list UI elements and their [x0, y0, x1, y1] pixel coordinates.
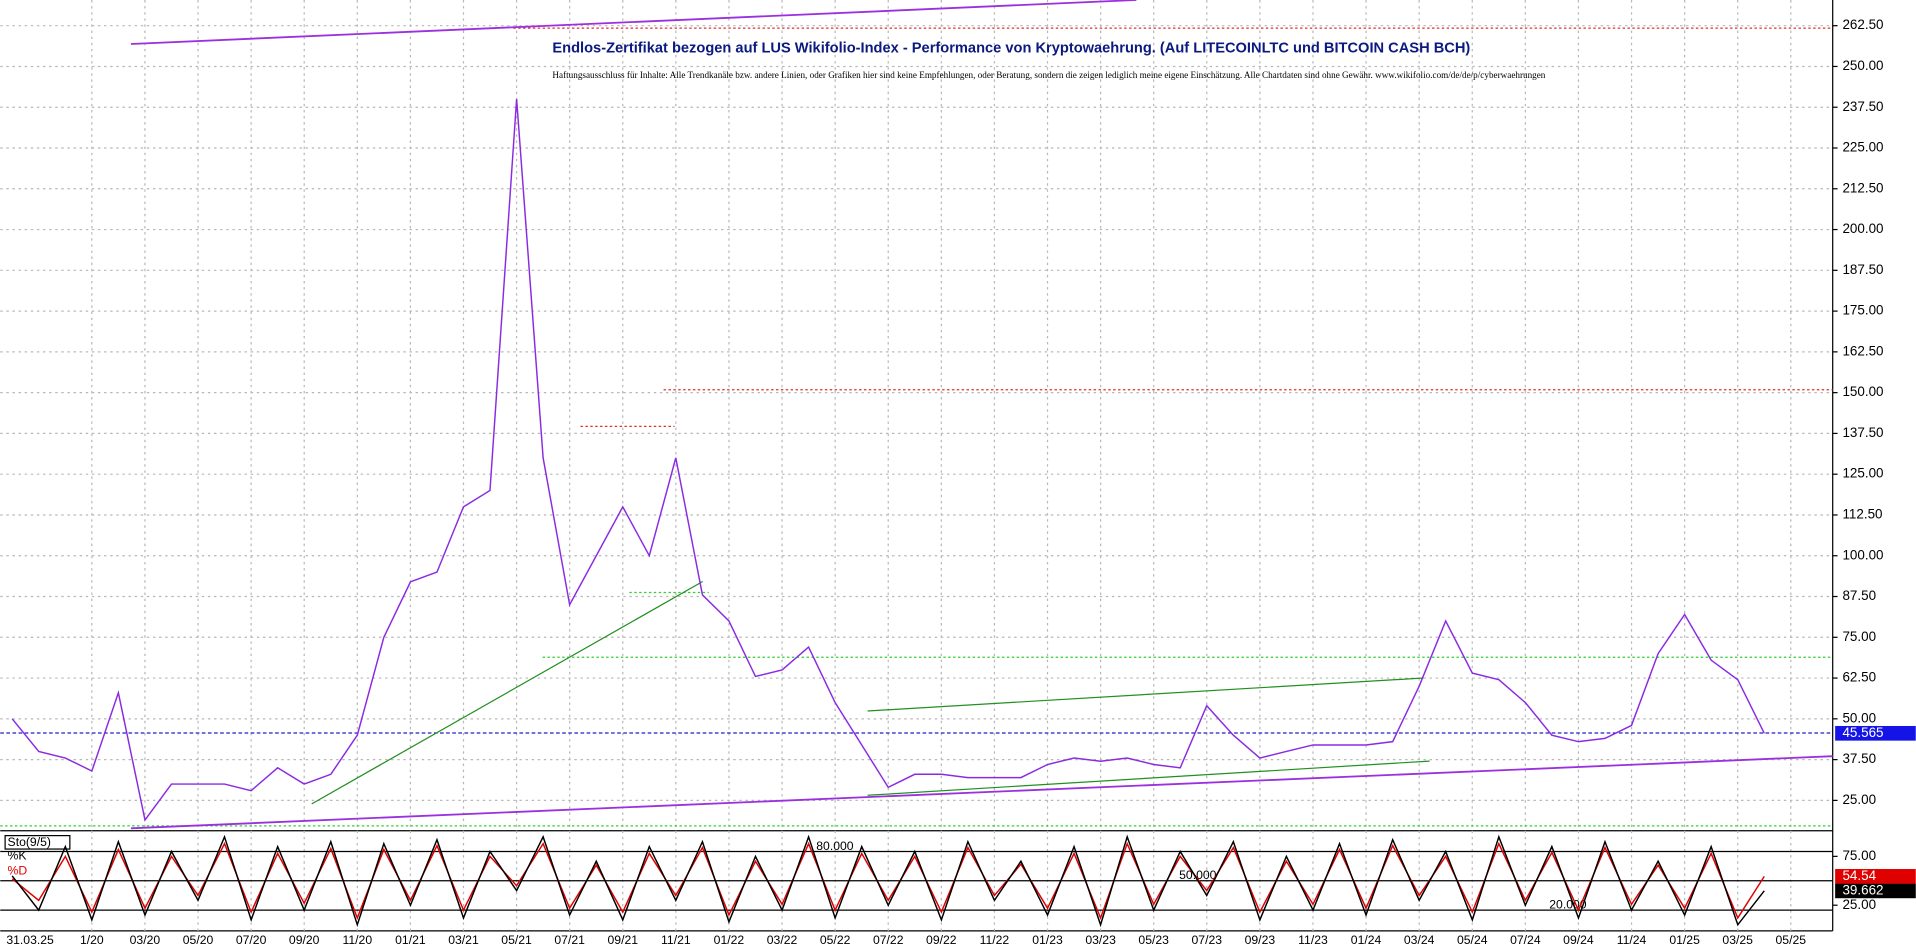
level-label: 50.000 — [1179, 868, 1217, 882]
last-value-label: 54.54 — [1842, 868, 1876, 883]
trend-line — [867, 760, 1430, 796]
x-tick-label: 01/25 — [1669, 933, 1700, 947]
last-value-box — [1835, 883, 1916, 899]
y-tick-label: 25.00 — [1842, 792, 1876, 807]
x-tick-label: 03/24 — [1404, 933, 1435, 947]
legend-label: %D — [8, 863, 28, 877]
x-tick-label: 09/20 — [289, 933, 320, 947]
last-value-label: 39.662 — [1842, 882, 1883, 897]
x-tick-label: 01/23 — [1032, 933, 1063, 947]
y-tick-label: 162.50 — [1842, 343, 1883, 358]
y-tick-label: 100.00 — [1842, 547, 1883, 562]
x-tick-label: 11/23 — [1298, 933, 1328, 947]
subtitle: Haftungsausschluss für Inhalte: Alle Tre… — [552, 70, 1545, 80]
x-tick-label: 07/23 — [1192, 933, 1223, 947]
x-tick-label: 03/21 — [448, 933, 479, 947]
y-tick-label: 87.50 — [1842, 588, 1876, 603]
x-tick-label: 01/24 — [1351, 933, 1382, 947]
y-tick-label: 50.00 — [1842, 710, 1876, 725]
trend-line — [130, 0, 1137, 45]
x-tick-label: 01/22 — [714, 933, 745, 947]
y-tick-label: 175.00 — [1842, 303, 1883, 318]
x-tick-label: 09/24 — [1563, 933, 1594, 947]
y-tick-label: 250.00 — [1842, 58, 1883, 73]
x-tick-label: 11/20 — [342, 933, 372, 947]
legend-box — [4, 834, 71, 850]
price-line — [11, 99, 1765, 822]
y-tick-label: 187.50 — [1842, 262, 1883, 277]
y-tick-label: 125.00 — [1842, 466, 1883, 481]
last-value-box — [1835, 869, 1916, 884]
x-tick-label: 05/24 — [1457, 933, 1488, 947]
x-tick-label: 03/23 — [1085, 933, 1116, 947]
x-tick-label: 03/22 — [767, 933, 798, 947]
stochastic-line — [11, 834, 1765, 928]
x-tick-label: 05/25 — [1776, 933, 1807, 947]
y-tick-label: 112.50 — [1842, 507, 1882, 522]
trend-line — [311, 580, 703, 805]
x-tick-label: 05/20 — [183, 933, 214, 947]
x-tick-label: 1/20 — [80, 933, 104, 947]
x-tick-label: 07/21 — [554, 933, 585, 947]
date-label: 31.03.25 — [6, 933, 54, 947]
stochastic-line — [11, 841, 1765, 920]
last-value-box — [1835, 725, 1916, 741]
y-tick-label: 212.50 — [1842, 180, 1883, 195]
x-tick-label: 11/24 — [1617, 933, 1647, 947]
x-tick-label: 01/21 — [395, 933, 426, 947]
y-tick-label: 75.00 — [1842, 848, 1876, 863]
trend-line — [867, 677, 1424, 712]
x-tick-label: 09/22 — [926, 933, 957, 947]
x-tick-label: 09/23 — [1245, 933, 1276, 947]
x-tick-label: 07/24 — [1510, 933, 1541, 947]
trend-line — [130, 755, 1833, 830]
y-tick-label: 37.50 — [1842, 751, 1876, 766]
y-tick-label: 262.50 — [1842, 17, 1883, 32]
y-tick-label: 237.50 — [1842, 99, 1883, 114]
y-tick-label: 225.00 — [1842, 140, 1883, 155]
x-tick-label: 07/22 — [873, 933, 904, 947]
y-tick-label: 150.00 — [1842, 384, 1883, 399]
y-tick-label: 62.50 — [1842, 670, 1876, 685]
x-tick-label: 03/25 — [1722, 933, 1753, 947]
y-tick-label: 137.50 — [1842, 425, 1883, 440]
y-tick-label: 75.00 — [1842, 629, 1876, 644]
x-tick-label: 11/21 — [661, 933, 691, 947]
legend-label: %K — [8, 849, 27, 863]
y-tick-label: 200.00 — [1842, 221, 1883, 236]
legend-title: Sto(9/5) — [8, 835, 51, 849]
last-value-label: 45.565 — [1842, 725, 1883, 740]
level-label: 80.000 — [816, 839, 854, 853]
x-tick-label: 07/20 — [236, 933, 267, 947]
y-tick-label: 25.00 — [1842, 897, 1876, 912]
x-tick-label: 05/23 — [1138, 933, 1169, 947]
x-tick-label: 03/20 — [130, 933, 161, 947]
x-tick-label: 09/21 — [607, 933, 638, 947]
x-tick-label: 05/22 — [820, 933, 851, 947]
x-tick-label: 11/22 — [980, 933, 1010, 947]
x-tick-label: 05/21 — [501, 933, 532, 947]
chart-title: Endlos-Zertifikat bezogen auf LUS Wikifo… — [552, 41, 1470, 57]
